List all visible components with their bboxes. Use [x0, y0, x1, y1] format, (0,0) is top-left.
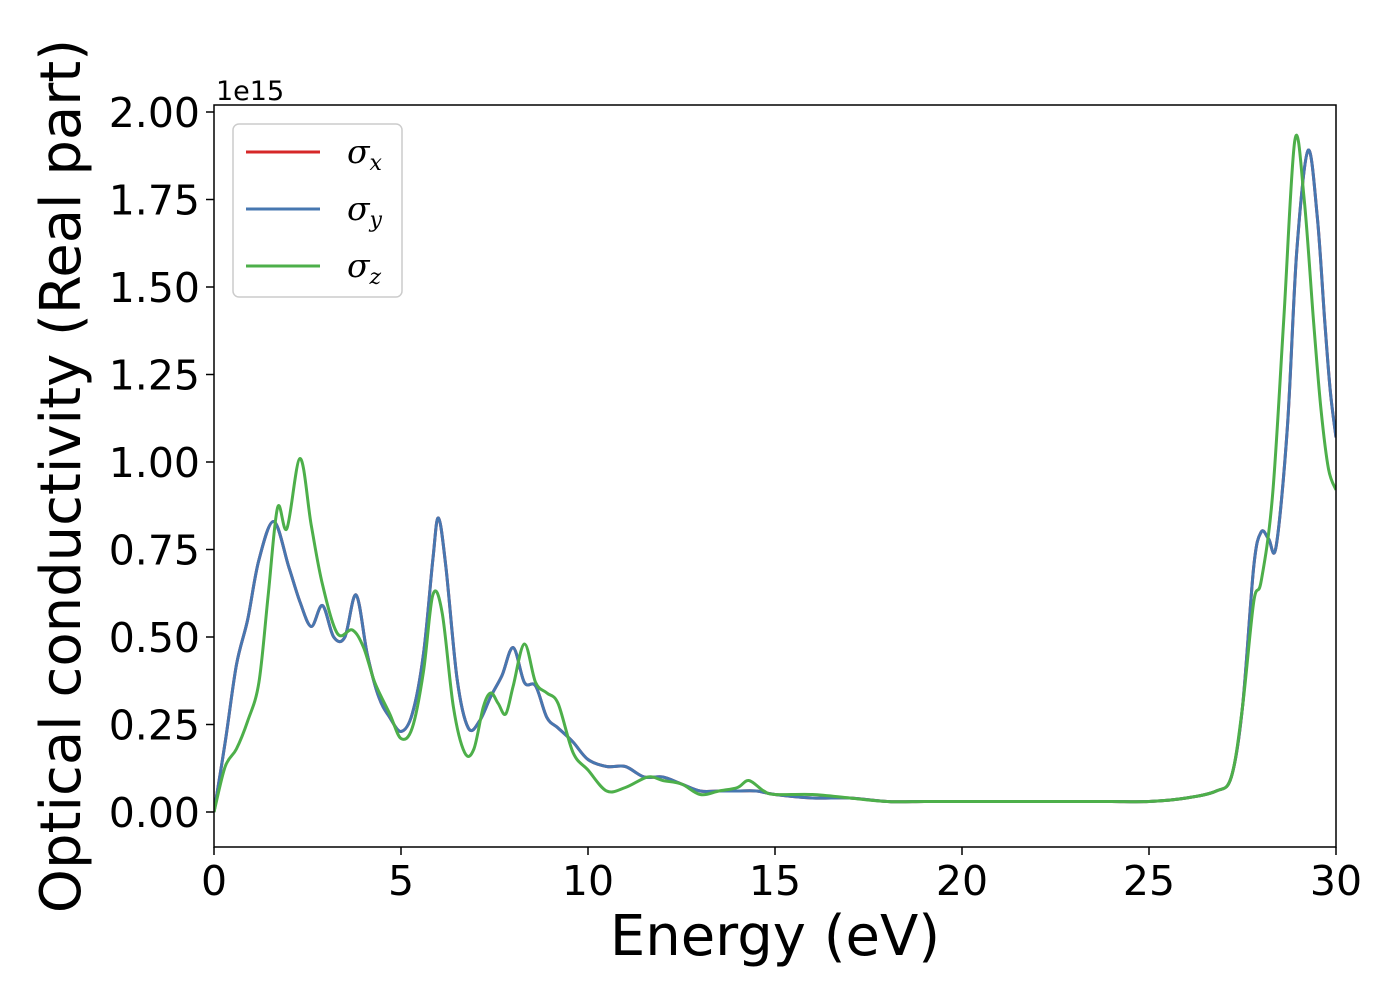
y-axis: 0.00 0.25 0.50 0.75 1.00 1.25 1.50 1.75 2.00: [109, 89, 214, 837]
y-offset-label: 1e15: [216, 76, 284, 107]
series-layer: [214, 133, 1336, 813]
y-tick-label: 0.00: [109, 789, 200, 837]
legend: σx σy σz: [232, 123, 403, 298]
y-tick-label: 1.75: [109, 177, 200, 225]
legend-label-x: σx: [347, 132, 383, 176]
x-tick-label: 15: [749, 857, 801, 905]
legend-label-z: σz: [347, 246, 382, 290]
y-tick-label: 0.50: [109, 614, 200, 662]
series-line-y: [214, 148, 1336, 813]
x-axis: 0 5 10 15 20 25 30: [201, 847, 1362, 905]
series-line-z: [214, 133, 1336, 813]
x-axis-title: Energy (eV): [610, 904, 940, 969]
x-tick-label: 30: [1310, 857, 1362, 905]
x-tick-label: 5: [388, 857, 414, 905]
x-tick-label: 0: [201, 857, 227, 905]
x-tick-label: 20: [936, 857, 988, 905]
y-tick-label: 1.50: [109, 264, 200, 312]
y-tick-label: 1.00: [109, 439, 200, 487]
y-tick-label: 0.25: [109, 702, 200, 750]
y-tick-label: 1.25: [109, 352, 200, 400]
y-tick-label: 2.00: [109, 89, 200, 137]
y-axis-title: Optical conductivity (Real part): [29, 39, 94, 913]
legend-label-y: σy: [347, 189, 383, 233]
x-tick-label: 10: [562, 857, 614, 905]
y-tick-label: 0.75: [109, 527, 200, 575]
x-tick-label: 25: [1123, 857, 1175, 905]
